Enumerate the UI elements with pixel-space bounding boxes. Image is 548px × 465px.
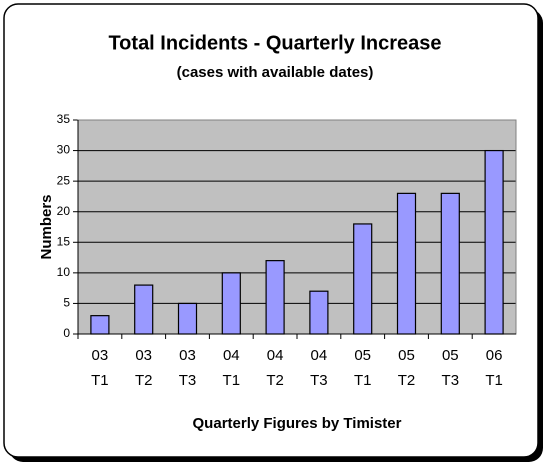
bar	[134, 284, 154, 335]
x-tick-label: T2	[135, 372, 153, 389]
x-tick-label: 04	[267, 347, 284, 364]
y-tick-label: 25	[57, 173, 71, 187]
x-tick-label: T2	[398, 372, 416, 389]
bar	[484, 149, 504, 335]
x-tick-label: T3	[179, 372, 197, 389]
x-tick-label: T1	[485, 372, 503, 389]
x-tick-label: 05	[442, 347, 459, 364]
chart-subtitle: (cases with available dates)	[177, 64, 374, 81]
bar	[265, 260, 285, 335]
chart-title: Total Incidents - Quarterly Increase	[108, 32, 441, 54]
bar	[177, 302, 198, 335]
x-axis-label: Quarterly Figures by Timister	[193, 415, 402, 432]
y-axis-label: Numbers	[38, 194, 55, 259]
x-tick-label: T2	[266, 372, 284, 389]
bar	[221, 272, 241, 335]
bar	[353, 223, 373, 335]
x-tick-label: T1	[354, 372, 372, 389]
y-tick-label: 15	[57, 234, 71, 248]
x-tick-label: T1	[91, 372, 109, 389]
y-tick-label: 5	[63, 296, 70, 310]
x-tick-label: T3	[310, 372, 328, 389]
y-tick-label: 35	[57, 112, 71, 126]
x-tick-label: T3	[442, 372, 460, 389]
x-tick-label: 04	[311, 347, 328, 364]
bar	[396, 192, 417, 335]
y-tick-label: 20	[57, 204, 71, 218]
y-tick-label: 10	[57, 265, 71, 279]
x-tick-label: 05	[398, 347, 415, 364]
x-tick-label: 03	[135, 347, 152, 364]
x-tick-label: 05	[354, 347, 371, 364]
x-tick-label: T1	[223, 372, 241, 389]
x-tick-label: 03	[179, 347, 196, 364]
bar	[90, 315, 110, 335]
bar	[309, 290, 329, 335]
y-tick-label: 0	[63, 326, 70, 340]
x-tick-label: 06	[486, 347, 503, 364]
y-tick-label: 30	[57, 143, 71, 157]
bar	[440, 192, 460, 335]
x-tick-label: 03	[92, 347, 109, 364]
x-tick-label: 04	[223, 347, 240, 364]
